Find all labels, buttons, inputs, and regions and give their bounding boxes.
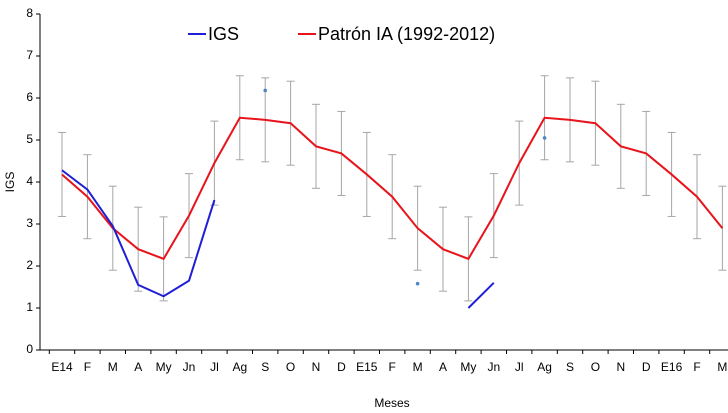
x-tick-label: M — [717, 360, 727, 374]
x-tick-label: N — [616, 360, 625, 374]
y-tick-label: 4 — [26, 174, 33, 188]
x-tick-label: O — [591, 360, 600, 374]
x-tick-label: S — [261, 360, 269, 374]
series-line — [62, 138, 545, 308]
x-tick-label: E14 — [51, 360, 73, 374]
y-tick-label: 1 — [26, 300, 33, 314]
x-tick-label: F — [389, 360, 396, 374]
y-tick-label: 7 — [26, 48, 33, 62]
x-tick-label: M — [108, 360, 118, 374]
y-tick-label: 0 — [26, 342, 33, 356]
x-tick-label: D — [337, 360, 346, 374]
x-tick-label: A — [439, 360, 447, 374]
legend-label: Patrón IA (1992-2012) — [318, 24, 495, 44]
x-tick-label: Jn — [183, 360, 196, 374]
point-marker — [542, 136, 547, 140]
x-tick-label: O — [286, 360, 295, 374]
x-tick-label: F — [84, 360, 91, 374]
x-tick-label: E15 — [356, 360, 378, 374]
x-tick-label: Jn — [487, 360, 500, 374]
y-tick-label: 6 — [26, 90, 33, 104]
x-axis-label: Meses — [374, 396, 409, 410]
series-line — [61, 116, 724, 261]
y-tick-label: 3 — [26, 216, 33, 230]
x-tick-label: F — [693, 360, 700, 374]
x-tick-label: Jl — [210, 360, 219, 374]
y-axis-label: IGS — [3, 172, 17, 193]
y-tick-label: 5 — [26, 132, 33, 146]
x-tick-label: Ag — [537, 360, 552, 374]
x-tick-label: N — [312, 360, 321, 374]
legend-label: IGS — [208, 24, 239, 44]
x-tick-label: D — [642, 360, 651, 374]
x-tick-label: Ag — [232, 360, 247, 374]
x-tick-label: Jl — [515, 360, 524, 374]
x-tick-label: S — [566, 360, 574, 374]
point-marker — [263, 88, 268, 93]
y-tick-label: 8 — [26, 6, 33, 20]
x-tick-label: E16 — [661, 360, 683, 374]
point-marker — [415, 281, 420, 286]
x-tick-label: M — [413, 360, 423, 374]
x-tick-label: My — [156, 360, 172, 374]
x-tick-label: A — [134, 360, 142, 374]
y-tick-label: 2 — [26, 258, 33, 272]
x-tick-label: My — [460, 360, 476, 374]
error-bar — [718, 185, 727, 271]
